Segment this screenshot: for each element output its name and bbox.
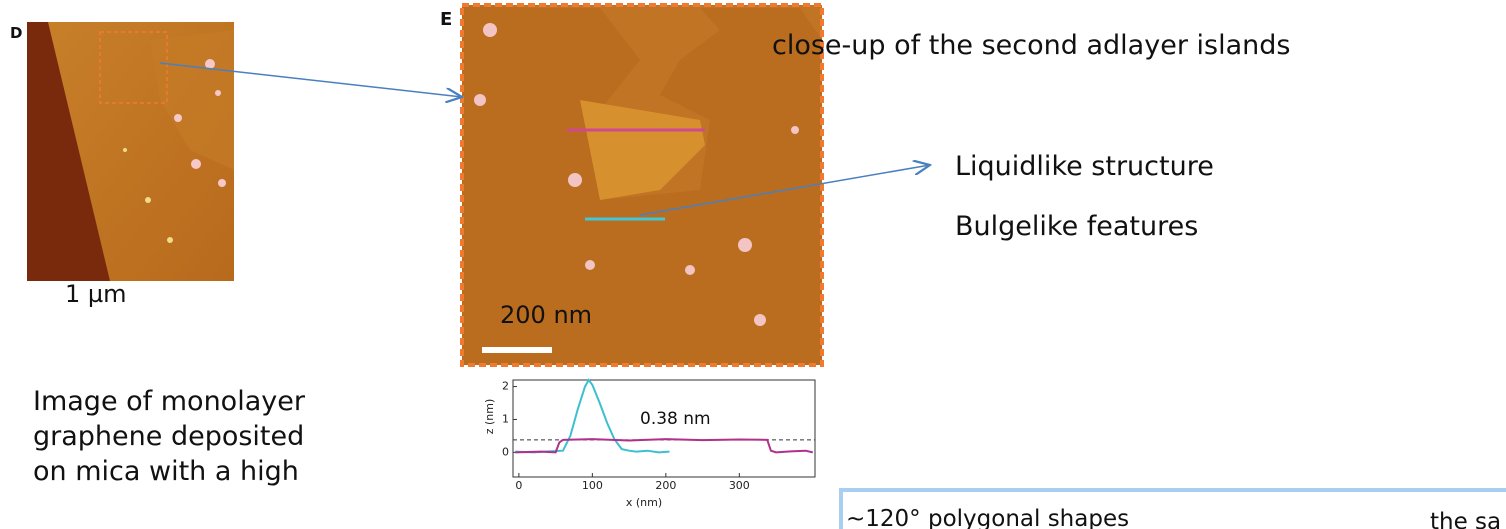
annotation: 0.38 nm [640,409,711,429]
x-tick-label: 300 [729,479,750,492]
scale-label: 200 nm [500,301,592,329]
panel-label: E [440,9,452,30]
x-tick-label: 0 [515,479,522,492]
x-tick-label: 100 [582,479,603,492]
x-tick-label: 200 [655,479,676,492]
caption-line: Image of monolayer [33,386,306,417]
y-axis-label: z (nm) [483,399,496,435]
annotation: Liquidlike structure [955,151,1214,182]
annotation: Bulgelike features [955,211,1198,242]
heading: close-up of the second adlayer islands [772,30,1290,61]
x-axis-label: x (nm) [626,496,662,509]
y-tick-label: 1 [502,412,509,425]
caption-line: graphene deposited [33,421,304,452]
cut-text: the sa [1430,509,1501,529]
scale-label: 1 µm [65,280,127,308]
panel-label: D [10,24,22,42]
y-tick-label: 2 [502,380,509,393]
slide: D 1 µm E 200 nm close-up of the second a… [0,0,1506,529]
box-text: ~120° polygonal shapes [846,506,1129,529]
y-tick-label: 0 [502,445,509,458]
caption-line: on mica with a high [33,456,299,487]
